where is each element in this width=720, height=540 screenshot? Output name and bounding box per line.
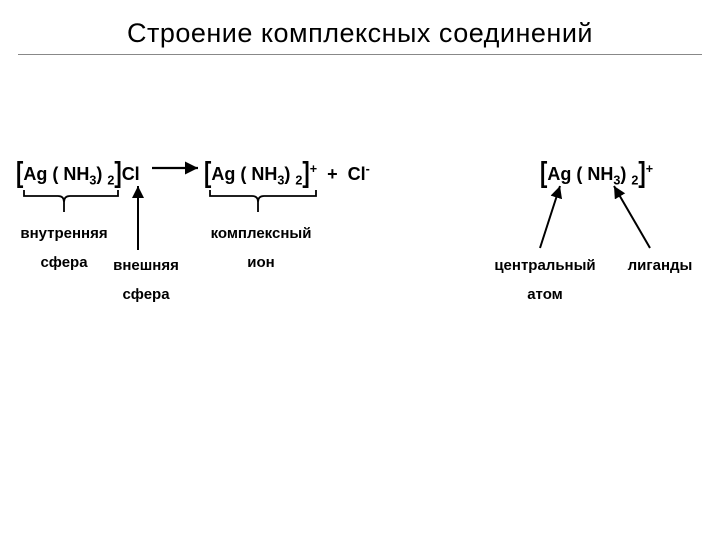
label-inner-sphere: внутренняясфера (14, 220, 114, 277)
title-underline (18, 54, 702, 55)
label-ligands: лиганды (620, 252, 700, 281)
label-central-atom: центральныйатом (490, 252, 600, 309)
label-outer-sphere: внешняясфера (106, 252, 186, 309)
formula-left: [Ag ( NH3) 2]Cl (16, 160, 140, 188)
formula-right: [Ag ( NH3) 2]+ (540, 160, 653, 188)
formula-mid: [Ag ( NH3) 2]+ + Cl- (204, 160, 370, 188)
label-complex-ion: комплексныйион (206, 220, 316, 277)
page-title: Строение комплексных соединений (0, 18, 720, 49)
diagram-area: [Ag ( NH3) 2]Cl [Ag ( NH3) 2]+ + Cl- [Ag… (0, 140, 720, 440)
